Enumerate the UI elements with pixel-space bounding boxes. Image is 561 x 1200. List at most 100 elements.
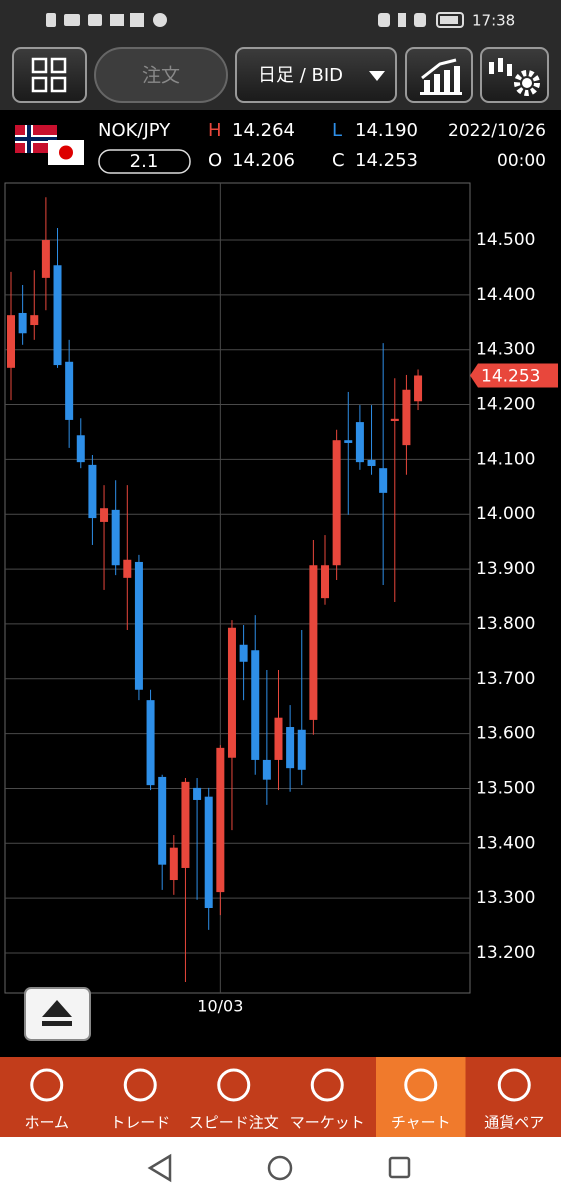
flags bbox=[15, 125, 84, 165]
candle-body bbox=[274, 717, 283, 760]
back-button[interactable] bbox=[147, 1153, 172, 1183]
candle-body bbox=[321, 565, 330, 599]
nav-label: チャート bbox=[391, 1114, 451, 1132]
nav-item[interactable]: 通貨ペア bbox=[484, 1068, 544, 1132]
candle-body bbox=[134, 561, 143, 690]
low-label: L bbox=[332, 120, 342, 141]
candle-body bbox=[402, 389, 411, 446]
nav-icon bbox=[497, 1068, 531, 1102]
y-tick-label: 14.500 bbox=[476, 230, 535, 250]
collapse-button[interactable] bbox=[24, 987, 91, 1041]
y-tick-label: 13.600 bbox=[476, 724, 535, 744]
quote-time: 00:00 bbox=[497, 151, 546, 171]
timeframe-select[interactable]: 日足 / BID bbox=[235, 47, 397, 103]
date: 2022/10/26 bbox=[448, 121, 546, 141]
low: 14.190 bbox=[355, 120, 418, 141]
candle-body bbox=[193, 787, 202, 800]
candle-body bbox=[216, 747, 225, 893]
nav-item[interactable]: ホーム bbox=[24, 1068, 69, 1132]
indicator-button[interactable] bbox=[405, 47, 473, 103]
y-tick-label: 13.900 bbox=[476, 559, 535, 579]
candle-body bbox=[181, 781, 190, 868]
clock: 17:38 bbox=[472, 12, 515, 30]
candle-body bbox=[76, 435, 85, 463]
home-button[interactable] bbox=[267, 1155, 293, 1181]
order-label: 注文 bbox=[142, 65, 180, 87]
candle-body bbox=[100, 508, 109, 522]
nav-item[interactable]: チャート bbox=[376, 1057, 466, 1137]
candle-body bbox=[390, 418, 399, 422]
y-tick-label: 14.300 bbox=[476, 340, 535, 360]
spread: 2.1 bbox=[130, 151, 159, 172]
plot-area bbox=[4, 182, 471, 994]
y-tick-label: 14.400 bbox=[476, 285, 535, 305]
bottom-nav bbox=[0, 1057, 561, 1137]
y-tick-label: 13.500 bbox=[476, 778, 535, 798]
chart: 13.200 13.300 13.400 13.500 13.600 13.700 13.8… bbox=[5, 183, 558, 1016]
y-tick-label: 14.200 bbox=[476, 395, 535, 415]
nav-label: トレード bbox=[110, 1114, 170, 1132]
candle-body bbox=[18, 312, 27, 334]
candle-body bbox=[88, 464, 97, 519]
high: 14.264 bbox=[232, 120, 295, 141]
candle-body bbox=[367, 459, 376, 466]
y-tick-label: 13.800 bbox=[476, 614, 535, 634]
order-button[interactable]: 注文 bbox=[94, 47, 228, 103]
menu-button[interactable] bbox=[12, 47, 87, 103]
candle-body bbox=[309, 565, 318, 720]
settings-button[interactable] bbox=[480, 47, 549, 103]
y-tick-label: 13.300 bbox=[476, 888, 535, 908]
candle-body bbox=[158, 776, 167, 865]
candle-body bbox=[414, 375, 423, 402]
candle-body bbox=[379, 468, 388, 493]
nav-label: 通貨ペア bbox=[484, 1114, 544, 1132]
status-icons bbox=[46, 12, 464, 28]
candle-body bbox=[53, 265, 62, 366]
x-tick-label: 10/03 bbox=[197, 997, 243, 1016]
candle-body bbox=[227, 627, 236, 758]
y-tick-label: 14.100 bbox=[476, 449, 535, 469]
open-label: O bbox=[208, 150, 222, 171]
candle-body bbox=[7, 315, 15, 368]
candle-body bbox=[146, 700, 155, 786]
close-label: C bbox=[332, 150, 345, 171]
nav-icon bbox=[123, 1068, 157, 1102]
candle-body bbox=[239, 644, 248, 662]
candle-body bbox=[41, 240, 50, 278]
candle-body bbox=[30, 315, 39, 326]
nav-item[interactable]: スピード注文 bbox=[189, 1068, 279, 1132]
spread-box bbox=[98, 149, 191, 174]
nav-icon bbox=[217, 1068, 251, 1102]
nav-icon bbox=[30, 1068, 64, 1102]
nav-item[interactable]: トレード bbox=[110, 1068, 170, 1132]
system-nav bbox=[0, 1137, 561, 1200]
candle-body bbox=[123, 559, 132, 578]
candle-body bbox=[251, 650, 260, 760]
candle-body bbox=[286, 727, 295, 769]
candle-body bbox=[65, 361, 74, 420]
candle-body bbox=[111, 509, 120, 566]
nav-item[interactable]: マーケット bbox=[290, 1068, 365, 1132]
nav-label: マーケット bbox=[290, 1114, 365, 1132]
y-tick-label: 13.200 bbox=[476, 943, 535, 963]
recents-button[interactable] bbox=[388, 1156, 411, 1179]
y-tick-label: 14.000 bbox=[476, 504, 535, 524]
timeframe-label: 日足 / BID bbox=[258, 65, 343, 86]
candle-body bbox=[297, 729, 306, 770]
price-marker bbox=[470, 363, 558, 388]
y-tick-label: 13.400 bbox=[476, 833, 535, 853]
nav-icon bbox=[310, 1068, 344, 1102]
close: 14.253 bbox=[355, 150, 418, 171]
candle-body bbox=[262, 759, 271, 780]
high-label: H bbox=[208, 120, 222, 141]
price-marker-label: 14.253 bbox=[481, 366, 540, 386]
candle-body bbox=[332, 440, 341, 566]
candle-body bbox=[169, 847, 178, 881]
candle-body bbox=[355, 422, 364, 463]
nav-label: スピード注文 bbox=[189, 1114, 279, 1132]
y-tick-label: 13.700 bbox=[476, 669, 535, 689]
nav-label: ホーム bbox=[24, 1114, 69, 1132]
candle-body bbox=[204, 796, 213, 908]
